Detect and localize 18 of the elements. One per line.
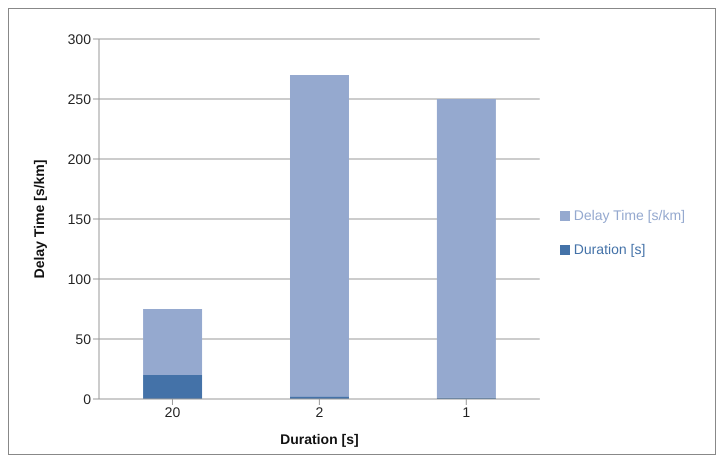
x-tick-label: 1: [462, 404, 470, 420]
bar: [143, 309, 202, 375]
x-tick-label: 2: [315, 404, 324, 420]
x-axis-title: Duration [s]: [280, 431, 359, 447]
y-tick-label: 300: [68, 30, 92, 47]
y-axis-title: Delay Time [s/km]: [30, 160, 47, 278]
bar: [290, 75, 349, 397]
y-tick-label: 250: [68, 90, 92, 107]
y-tick-label: 0: [83, 390, 92, 407]
bar: [436, 99, 496, 398]
legend-label: Duration [s]: [574, 240, 646, 256]
x-tick-label: 20: [164, 404, 180, 420]
legend-label: Delay Time [s/km]: [574, 206, 685, 222]
y-tick-label: 100: [68, 270, 92, 287]
y-tick-label: 200: [68, 150, 92, 167]
y-tick-label: 150: [68, 210, 92, 227]
bar: [143, 375, 202, 399]
y-tick-label: 50: [75, 330, 92, 347]
